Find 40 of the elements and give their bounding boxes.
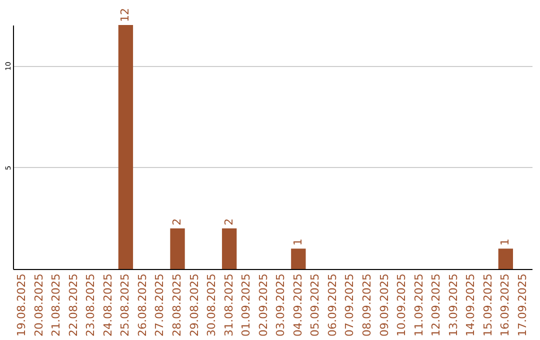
x-tick-label: 22.08.2025	[66, 274, 80, 336]
x-tick-label: 06.09.2025	[326, 274, 339, 336]
x-tick-label: 15.09.2025	[481, 274, 494, 336]
x-tick-label: 16.09.2025	[498, 274, 512, 336]
data-label: 2	[222, 218, 236, 226]
data-label: 1	[498, 238, 512, 246]
data-label: 1	[291, 238, 304, 246]
bar	[498, 248, 513, 269]
x-tick-label: 09.09.2025	[378, 274, 391, 336]
x-tick-label: 03.09.2025	[274, 274, 288, 336]
x-tick-label: 08.09.2025	[360, 274, 374, 336]
x-tick-label: 10.09.2025	[395, 274, 408, 336]
bar	[170, 228, 185, 269]
x-tick-label: 24.08.2025	[101, 274, 114, 336]
x-tick-label: 14.09.2025	[464, 274, 478, 336]
x-tick-label: 17.09.2025	[516, 274, 529, 336]
x-tick-label: 23.08.2025	[84, 274, 98, 336]
x-tick-label: 07.09.2025	[343, 274, 356, 336]
x-tick-label: 04.09.2025	[291, 274, 304, 336]
x-tick-label: 11.09.2025	[412, 274, 426, 336]
x-tick-label: 30.08.2025	[205, 274, 218, 336]
data-label: 2	[170, 218, 184, 226]
x-tick-label: 31.08.2025	[222, 274, 236, 336]
x-tick-label: 21.08.2025	[50, 274, 63, 336]
data-label: 12	[118, 8, 132, 22]
x-tick-label: 29.08.2025	[188, 274, 201, 336]
x-tick-label: 27.08.2025	[153, 274, 166, 336]
bar	[291, 248, 306, 269]
bar	[118, 25, 134, 269]
x-tick-label: 05.09.2025	[308, 274, 322, 336]
x-tick-label: 02.09.2025	[256, 274, 270, 336]
x-tick-label: 28.08.2025	[170, 274, 184, 336]
bar	[222, 228, 237, 269]
x-tick-label: 26.08.2025	[136, 274, 149, 336]
x-tick-label: 25.08.2025	[118, 274, 132, 336]
x-tick-label: 20.08.2025	[32, 274, 46, 336]
x-tick-label: 12.09.2025	[430, 274, 443, 336]
x-tick-label: 13.09.2025	[446, 274, 460, 336]
x-tick-label: 01.09.2025	[240, 274, 253, 336]
x-tick-label: 19.08.2025	[15, 274, 28, 336]
